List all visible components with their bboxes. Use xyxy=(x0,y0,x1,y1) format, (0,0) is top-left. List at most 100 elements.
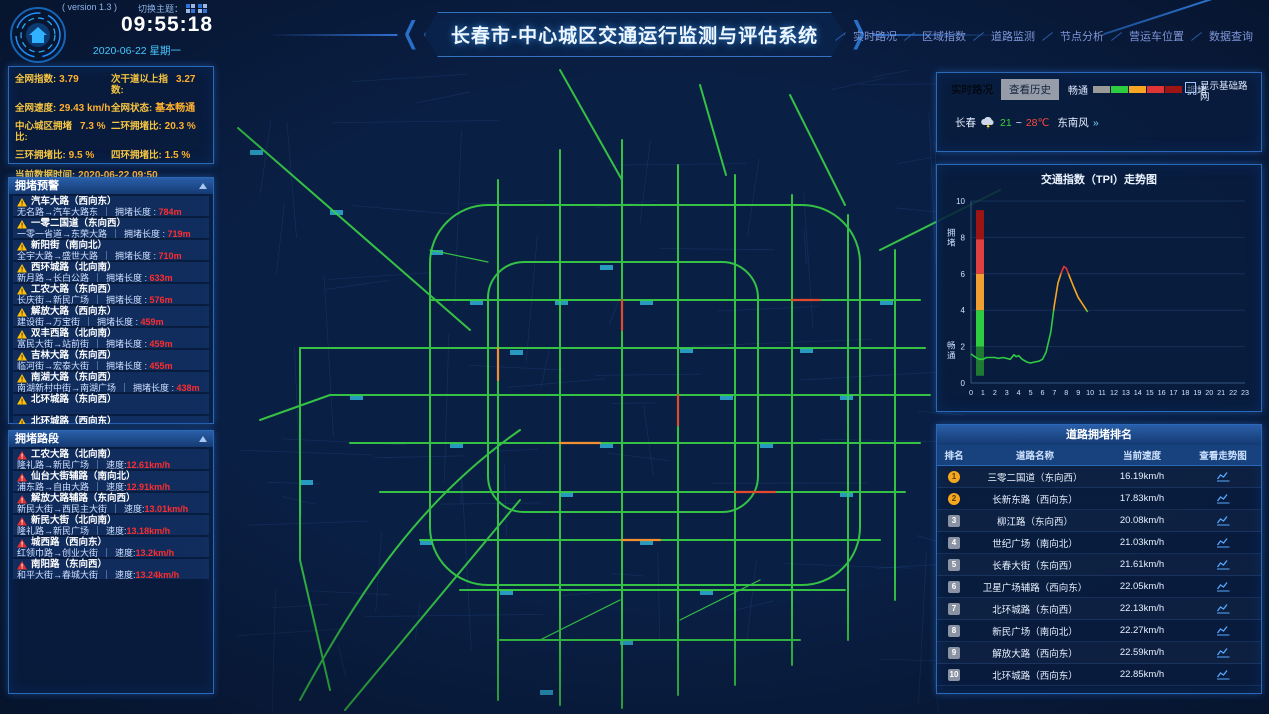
col-header-rank: 排名 xyxy=(944,451,964,462)
roadnet-tab[interactable]: 实时路况 xyxy=(951,84,993,96)
base-roadnet-checkbox[interactable]: 显示基础路网 xyxy=(1185,81,1255,103)
svg-text:4: 4 xyxy=(1017,388,1021,397)
col-header-speed: 当前速度 xyxy=(1122,451,1161,462)
speed-label: 速度: xyxy=(106,460,127,470)
road-name: 新民大街（北向南） xyxy=(31,515,117,526)
table-row[interactable]: 1 三零二国道（东向西） 16.19km/h xyxy=(937,466,1261,488)
panel-title: 拥堵预警 xyxy=(15,180,59,192)
warning-list-item[interactable]: 汽车大路（西向东） 无名路→汽车大路东｜拥堵长度 : 784m xyxy=(13,196,209,217)
warning-triangle-icon xyxy=(17,395,27,405)
congested-list-item[interactable]: 工农大路（北向南） 隆礼路→新民广场｜速度:12.61km/h xyxy=(13,449,209,470)
trend-chart-icon[interactable] xyxy=(1216,515,1231,526)
nav-item[interactable]: 数据查询 xyxy=(1190,28,1253,44)
road-segment: 新民大街→西民主大街 xyxy=(17,504,108,514)
segment-speed: 13.18km/h xyxy=(126,526,171,536)
nav-item[interactable]: 节点分析 xyxy=(1041,28,1104,44)
table-row[interactable]: 8 新民广场（南向北） 22.27km/h xyxy=(937,620,1261,642)
checkbox-icon[interactable] xyxy=(1185,82,1196,93)
road-segment: 隆礼路→新民广场 xyxy=(17,460,90,470)
stat-label: 四环拥堵比: xyxy=(111,150,162,161)
warning-list-item[interactable]: 解放大路（西向东） 建设街→万宝街｜拥堵长度 : 459m xyxy=(13,306,209,327)
warning-list-item[interactable]: 北环城路（东向西） 北人民大街→北凯旋路｜拥堵长度 : 436m xyxy=(13,394,209,414)
table-row[interactable]: 6 卫星广场辅路（西向东） 22.05km/h xyxy=(937,576,1261,598)
stat-label: 全网速度: xyxy=(15,103,57,114)
length-label: 拥堵长度 : xyxy=(97,317,141,327)
theme-swatch-icon[interactable] xyxy=(198,4,208,13)
nav-item[interactable]: 实时路况 xyxy=(834,28,897,44)
congested-list-item[interactable]: 南阳路（东向西） 和平大街→春城大街｜速度:13.24km/h xyxy=(13,559,209,580)
congested-list-item[interactable]: 仙台大街辅路（南向北） 浦东路→自由大路｜速度:12.91km/h xyxy=(13,471,209,492)
warning-list-item[interactable]: 西环城路（北向南） 新月路→长白公路｜拥堵长度 : 633m xyxy=(13,262,209,283)
current-speed: 22.27km/h xyxy=(1119,625,1165,636)
current-speed: 22.85km/h xyxy=(1119,669,1165,680)
table-row[interactable]: 2 长新东路（西向东） 17.83km/h xyxy=(937,488,1261,510)
trend-chart-icon[interactable] xyxy=(1216,559,1231,570)
theme-swatch-icon[interactable] xyxy=(186,4,196,13)
table-row[interactable]: 4 世纪广场（南向北） 21.03km/h xyxy=(937,532,1261,554)
congested-list-item[interactable]: 解放大路辅路（东向西） 新民大街→西民主大街｜速度:13.01km/h xyxy=(13,493,209,514)
congested-list-item[interactable]: 新民大街（北向南） 隆礼路→新民广场｜速度:13.18km/h xyxy=(13,515,209,536)
home-logo[interactable] xyxy=(8,5,68,65)
chart-title: 交通指数（TPI）走势图 xyxy=(1040,174,1158,186)
congestion-length: 784m xyxy=(158,207,182,217)
segment-speed: 12.91km/h xyxy=(126,482,171,492)
table-row[interactable]: 3 柳江路（东向西） 20.08km/h xyxy=(937,510,1261,532)
road-segment: 南湖新村中街→南湖广场 xyxy=(17,383,117,393)
col-header-road: 道路名称 xyxy=(1015,451,1054,462)
table-row[interactable]: 10 北环城路（西向东） 22.85km/h xyxy=(937,664,1261,686)
road-ranking-panel: 道路拥堵排名 排名 道路名称 当前速度 查看走势图 1 三零二国道（东向西） 1… xyxy=(936,424,1262,694)
weather-more-arrow[interactable]: » xyxy=(1092,116,1099,129)
stat-label: 全网状态: xyxy=(111,103,153,114)
roadnet-tab[interactable]: 查看历史 xyxy=(1001,79,1059,100)
rank-badge: 6 xyxy=(948,580,960,593)
theme-switcher[interactable]: 切换主题： xyxy=(138,2,208,15)
trend-chart-icon[interactable] xyxy=(1216,581,1231,592)
trend-chart-icon[interactable] xyxy=(1216,493,1231,504)
trend-chart-icon[interactable] xyxy=(1216,669,1231,680)
warning-list-item[interactable]: 南湖大路（东向西） 南湖新村中街→南湖广场｜拥堵长度 : 438m xyxy=(13,372,209,393)
nav-item[interactable]: 区域指数 xyxy=(903,28,966,44)
table-row[interactable]: 5 长春大街（东向西） 21.61km/h xyxy=(937,554,1261,576)
temp-high: 28℃ xyxy=(1025,116,1050,129)
stat-item: 次干道以上指数: 3.27 xyxy=(111,74,207,96)
warning-list-item[interactable]: 双丰西路（北向南） 富民大街→站前街｜拥堵长度 : 459m xyxy=(13,328,209,349)
stat-item: 全网速度: 29.43 km/h xyxy=(15,103,111,114)
svg-text:11: 11 xyxy=(1098,388,1105,397)
temp-tilde: ~ xyxy=(1015,116,1022,129)
nav-item[interactable]: 营运车位置 xyxy=(1110,28,1184,44)
table-row[interactable]: 7 北环城路（东向西） 22.13km/h xyxy=(937,598,1261,620)
stat-label: 全网指数: xyxy=(15,74,57,85)
home-icon xyxy=(29,27,47,43)
trend-chart-icon[interactable] xyxy=(1216,625,1231,636)
road-name: 新阳街（南向北） xyxy=(31,240,108,251)
collapse-icon[interactable] xyxy=(199,436,207,442)
trend-chart-icon[interactable] xyxy=(1216,603,1231,614)
congested-list-item[interactable]: 城西路（西向东） 红领巾路→创业大街｜速度:13.2km/h xyxy=(13,537,209,558)
warning-list-item[interactable]: 新阳街（南向北） 全宇大路→盛世大路｜拥堵长度 : 710m xyxy=(13,240,209,261)
nav-separator-icon xyxy=(904,31,915,41)
warning-list-item[interactable]: 工农大路（东向西） 长庆街→新民广场｜拥堵长度 : 576m xyxy=(13,284,209,305)
svg-text:13: 13 xyxy=(1122,388,1130,397)
legend-color-block xyxy=(1147,86,1164,93)
warning-triangle-icon xyxy=(17,241,27,251)
rank-badge: 10 xyxy=(948,668,960,681)
trend-chart-icon[interactable] xyxy=(1216,647,1231,658)
warning-list-item[interactable]: 吉林大路（东向西） 临河街→宏泰大街｜拥堵长度 : 455m xyxy=(13,350,209,371)
svg-text:8: 8 xyxy=(961,233,966,242)
table-row[interactable]: 9 解放大路（西向东） 22.59km/h xyxy=(937,642,1261,664)
version-label: ( version 1.3 ) xyxy=(62,2,118,12)
warning-list-item[interactable]: 一零二国道（东向西） 一零一省道→东荣大路｜拥堵长度 : 719m xyxy=(13,218,209,239)
length-label: 拥堵长度 : xyxy=(124,229,168,239)
svg-text:2: 2 xyxy=(961,343,966,352)
stat-label: 中心城区拥堵比: xyxy=(15,121,73,143)
congestion-length: 710m xyxy=(158,251,182,261)
nav-item[interactable]: 道路监测 xyxy=(972,28,1035,44)
trend-chart-icon[interactable] xyxy=(1216,537,1231,548)
warning-list-item[interactable]: 北环城路（西向东） ｜拥堵长度 : xyxy=(13,416,209,424)
rank-badge: 5 xyxy=(948,558,960,571)
trend-chart-icon[interactable] xyxy=(1216,471,1231,482)
collapse-icon[interactable] xyxy=(199,183,207,189)
road-segment: 无名路→汽车大路东 xyxy=(17,207,99,217)
stat-value: 3.27 xyxy=(176,74,196,85)
